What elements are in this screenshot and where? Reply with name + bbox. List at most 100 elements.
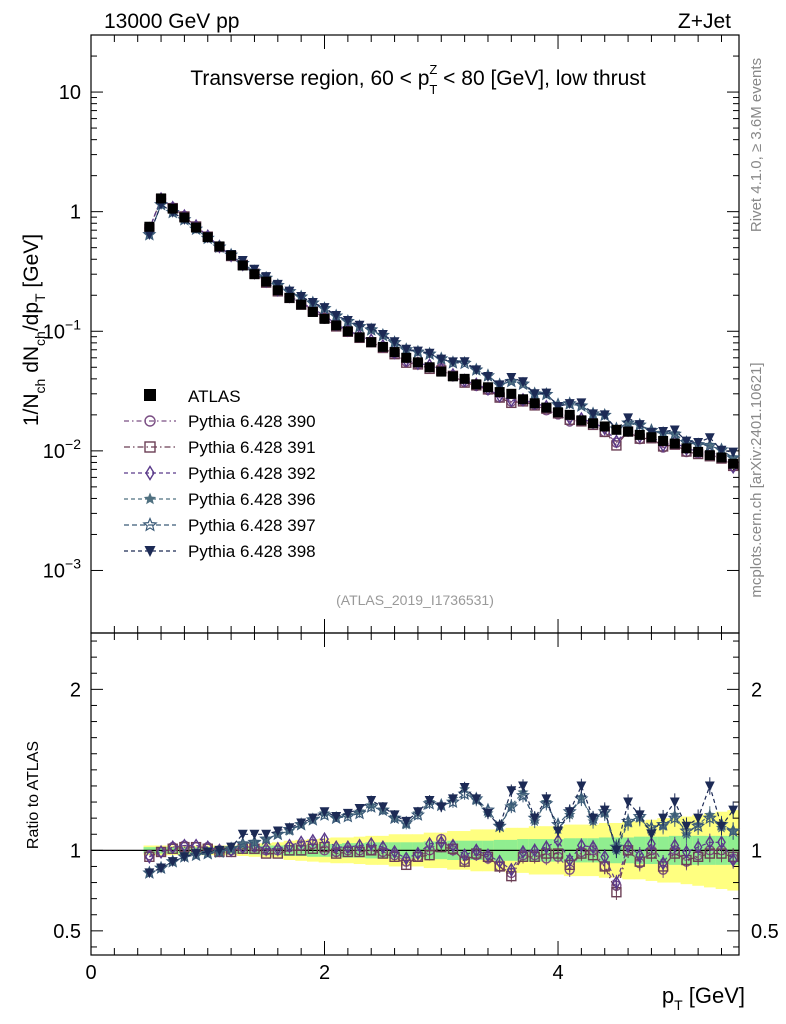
header-energy-label: 13000 GeV pp xyxy=(104,10,239,33)
ratio-point-p392 xyxy=(144,849,154,864)
point-atlas xyxy=(459,373,470,384)
legend-label-p397: Pythia 6.428 397 xyxy=(188,516,316,535)
ratio-point-p398 xyxy=(447,794,458,805)
ratio-point-p392 xyxy=(168,839,178,855)
point-atlas xyxy=(716,452,727,463)
ratio-panel-frame xyxy=(90,632,740,956)
point-p398 xyxy=(272,279,283,290)
ratio-point-p397 xyxy=(574,791,589,805)
point-atlas xyxy=(471,379,482,390)
ratio-point-p392 xyxy=(495,854,505,869)
ratio-point-p398 xyxy=(483,808,493,819)
ratio-point-p392 xyxy=(355,838,364,853)
point-atlas xyxy=(156,193,167,204)
point-atlas xyxy=(529,398,540,409)
point-atlas xyxy=(342,326,353,337)
point-p398 xyxy=(518,377,528,388)
ratio-point-p392 xyxy=(366,836,376,852)
ratio-point-p398 xyxy=(272,826,283,837)
ratio-point-p398 xyxy=(424,795,435,806)
point-p398 xyxy=(401,344,412,355)
ratio-point-p398 xyxy=(156,863,167,874)
ratio-point-p397 xyxy=(247,834,262,849)
point-atlas xyxy=(681,443,692,454)
main-panel-series xyxy=(142,191,741,475)
point-atlas xyxy=(704,450,715,461)
ratio-point-p392 xyxy=(623,838,633,853)
point-atlas xyxy=(424,362,435,373)
ratio-point-p398 xyxy=(553,826,563,837)
point-p398 xyxy=(634,420,645,430)
point-atlas xyxy=(296,299,307,310)
ratio-point-p397 xyxy=(375,802,390,817)
ratio-point-p398 xyxy=(588,813,599,824)
point-p398 xyxy=(284,286,295,297)
ratio-point-p392 xyxy=(553,833,563,848)
point-atlas xyxy=(541,402,552,413)
point-p398 xyxy=(331,310,342,321)
ratio-point-p398 xyxy=(693,813,704,824)
rivet-version-label: Rivet 4.1.0, ≥ 3.6M events xyxy=(748,58,765,232)
legend-marker-p390 xyxy=(144,415,156,427)
ratio-point-p398 xyxy=(623,797,634,808)
ratio-point-p397 xyxy=(667,810,682,825)
ratio-y-tick-label-right: 2 xyxy=(751,679,762,701)
point-atlas xyxy=(658,435,669,446)
point-p397 xyxy=(702,438,717,452)
ratio-point-p398 xyxy=(459,783,470,793)
legend-marker-atlas xyxy=(144,389,156,401)
ratio-point-p398 xyxy=(389,810,400,821)
ratio-point-p397 xyxy=(656,817,671,831)
legend: ATLAS Pythia 6.428 390 Pythia 6.428 391 Pyt… xyxy=(124,387,316,561)
ratio-point-p392 xyxy=(343,839,353,855)
point-atlas xyxy=(377,341,388,352)
ratio-point-p397 xyxy=(317,807,332,821)
ratio-point-p392 xyxy=(530,843,540,858)
ratio-point-p392 xyxy=(728,852,738,868)
ratio-y-tick-label-right: 0.5 xyxy=(751,921,779,943)
ratio-point-p392 xyxy=(647,836,656,852)
ratio-y-tick-label-left: 1 xyxy=(70,840,81,862)
ratio-point-p397 xyxy=(445,794,460,809)
ratio-point-p398 xyxy=(331,812,342,822)
point-atlas xyxy=(447,371,458,382)
point-p398 xyxy=(658,426,669,437)
point-atlas xyxy=(599,421,610,432)
point-p398 xyxy=(366,323,377,334)
legend-marker-p392 xyxy=(145,465,155,481)
ratio-point-p398 xyxy=(144,868,155,879)
ratio-point-p398 xyxy=(342,808,353,819)
ratio-point-p398 xyxy=(716,821,727,832)
ratio-point-p392 xyxy=(483,847,493,863)
point-atlas xyxy=(728,458,739,469)
ratio-point-p392 xyxy=(682,844,691,860)
ratio-point-p397 xyxy=(410,807,425,821)
ratio-point-p397 xyxy=(702,810,717,825)
point-p398 xyxy=(553,401,563,412)
ratio-point-p392 xyxy=(588,839,598,855)
ratio-point-p392 xyxy=(658,856,668,871)
point-p398 xyxy=(412,346,423,357)
ratio-point-p392 xyxy=(576,838,586,853)
point-p398 xyxy=(716,445,727,456)
point-atlas xyxy=(623,426,634,437)
ratio-point-p397 xyxy=(259,831,274,846)
legend-marker-p397 xyxy=(142,516,158,532)
point-p397 xyxy=(667,426,682,441)
ratio-point-p397 xyxy=(515,788,531,802)
ratio-point-p398 xyxy=(658,813,669,824)
point-p398 xyxy=(447,357,458,368)
ratio-point-p398 xyxy=(506,786,517,797)
ratio-point-p398 xyxy=(634,810,645,821)
ratio-point-p397 xyxy=(691,818,706,833)
ratio-point-p392 xyxy=(156,844,166,860)
ratio-point-p392 xyxy=(565,852,575,868)
point-atlas xyxy=(167,203,178,214)
point-p398 xyxy=(576,398,587,409)
point-atlas xyxy=(202,232,213,243)
ratio-point-p398 xyxy=(541,794,552,805)
ratio-point-p398 xyxy=(261,829,272,840)
point-atlas xyxy=(401,352,412,363)
ratio-y-tick-label-right: 1 xyxy=(751,840,762,862)
